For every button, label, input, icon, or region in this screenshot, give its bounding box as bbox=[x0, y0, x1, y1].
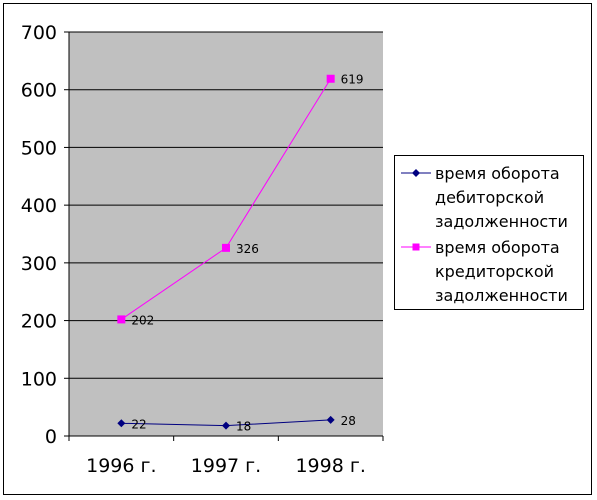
data-point bbox=[117, 419, 126, 428]
data-point bbox=[117, 315, 126, 324]
y-tick-label: 500 bbox=[21, 137, 57, 159]
x-tick-label: 1998 г. bbox=[295, 455, 365, 477]
data-label: 202 bbox=[131, 313, 154, 327]
y-tick-label: 700 bbox=[21, 22, 57, 44]
y-tick-label: 200 bbox=[21, 311, 57, 333]
diamond-marker-icon bbox=[401, 169, 431, 177]
data-point bbox=[326, 415, 335, 424]
data-label: 326 bbox=[236, 242, 259, 256]
plot-area bbox=[69, 32, 383, 436]
data-label: 18 bbox=[236, 420, 251, 434]
data-label: 619 bbox=[341, 73, 364, 87]
data-label: 28 bbox=[341, 414, 356, 428]
y-tick-label: 300 bbox=[21, 253, 57, 275]
x-tick-label: 1997 г. bbox=[191, 455, 261, 477]
data-point bbox=[222, 421, 230, 430]
legend-label-payables: время оборота кредиторской задолженности bbox=[435, 238, 568, 305]
data-point bbox=[326, 74, 335, 83]
y-tick-label: 400 bbox=[21, 195, 57, 217]
legend-label-receivables: время оборота дебиторской задолженности bbox=[435, 164, 568, 231]
y-tick-label: 600 bbox=[21, 80, 57, 102]
y-tick-label: 100 bbox=[21, 368, 57, 390]
chart-legend: время оборота дебиторской задолженности … bbox=[394, 155, 584, 310]
x-tick-label: 1996 г. bbox=[86, 455, 156, 477]
data-label: 22 bbox=[131, 417, 146, 431]
square-marker-icon bbox=[401, 243, 431, 251]
y-tick-label: 0 bbox=[45, 426, 57, 448]
data-point bbox=[222, 243, 230, 252]
